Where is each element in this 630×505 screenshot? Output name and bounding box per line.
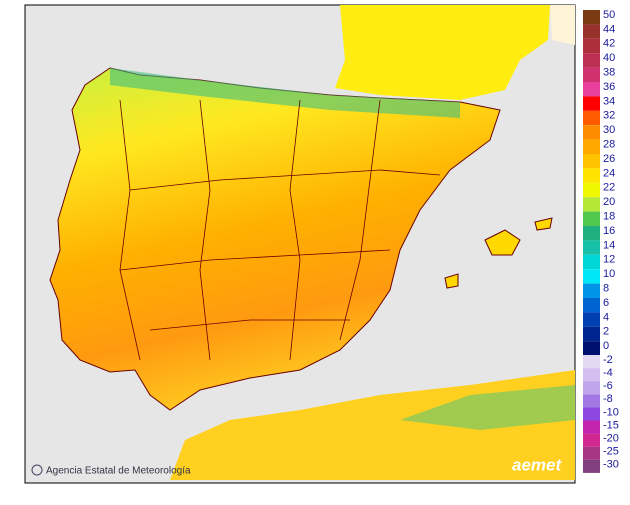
legend-label: -2 [603, 354, 613, 366]
legend-swatch [583, 10, 600, 25]
legend-swatch [583, 381, 600, 395]
legend-swatch [583, 226, 600, 241]
legend-swatch [583, 326, 600, 342]
logo: aemet [512, 455, 562, 474]
legend-label: 44 [603, 23, 615, 35]
legend-label: 28 [603, 139, 615, 151]
legend-label: 10 [603, 268, 615, 280]
atlas [400, 385, 575, 430]
north-coast [110, 68, 460, 118]
legend-swatch [583, 254, 600, 270]
legend-label: 2 [603, 326, 609, 338]
legend-swatch [583, 139, 600, 154]
legend-label: -30 [603, 459, 619, 471]
legend-swatch [583, 433, 600, 447]
legend-swatch [583, 355, 600, 369]
legend-label: 12 [603, 254, 615, 266]
borders [119, 99, 441, 361]
legend-label: -8 [603, 393, 613, 405]
legend-swatch [583, 407, 600, 421]
legend-swatch [583, 298, 600, 313]
ibiza [444, 273, 459, 289]
map: Agencia Estatal de Meteorología aemet [24, 4, 576, 484]
menorca [534, 217, 553, 231]
legend-swatch [583, 125, 600, 140]
legend-label: 6 [603, 297, 609, 309]
italy [550, 5, 575, 45]
legend-swatch [583, 38, 600, 54]
legend-swatch [583, 283, 600, 298]
france [335, 5, 550, 100]
legend-label: -20 [603, 433, 619, 445]
legend-swatch [583, 240, 600, 255]
legend-label: 50 [603, 9, 615, 21]
legend-label: 4 [603, 311, 609, 323]
legend-swatch [583, 269, 600, 284]
credit-icon [31, 464, 43, 476]
legend-swatch [583, 67, 600, 82]
legend-swatch [583, 446, 600, 460]
legend-swatch [583, 368, 600, 382]
legend-swatch [583, 168, 600, 183]
credit-text: Agencia Estatal de Meteorología [46, 466, 191, 477]
legend-swatch [583, 53, 600, 68]
legend-swatch [583, 197, 600, 212]
legend-swatch [583, 420, 600, 434]
legend-label: -6 [603, 380, 613, 392]
legend-swatch [583, 459, 600, 473]
legend-label: 8 [603, 283, 609, 295]
legend-swatch [583, 182, 600, 198]
legend-label: 34 [603, 95, 615, 107]
legend-label: 42 [603, 38, 615, 50]
legend-label: 22 [603, 182, 615, 194]
legend-swatch [583, 154, 600, 169]
legend-label: 20 [603, 196, 615, 208]
legend-swatch [583, 82, 600, 97]
legend-label: -4 [603, 367, 613, 379]
legend-label: 32 [603, 110, 615, 122]
legend-swatch [583, 312, 600, 327]
legend-label: 14 [603, 239, 615, 251]
legend-label: 18 [603, 211, 615, 223]
legend-label: 16 [603, 225, 615, 237]
legend-label: 36 [603, 81, 615, 93]
legend-label: 30 [603, 124, 615, 136]
legend: 5044424038363432302826242220181614121086… [583, 9, 619, 473]
legend-swatch [583, 96, 600, 111]
mallorca [484, 229, 521, 256]
legend-label: 0 [603, 340, 609, 352]
legend-label: -15 [603, 419, 619, 431]
legend-swatch [583, 110, 600, 126]
legend-label: 38 [603, 67, 615, 79]
legend-swatch [583, 211, 600, 226]
legend-swatch [583, 394, 600, 408]
legend-label: 40 [603, 52, 615, 64]
legend-swatch [583, 24, 600, 39]
legend-swatch [583, 341, 600, 356]
legend-label: -25 [603, 446, 619, 458]
legend-label: -10 [603, 406, 619, 418]
legend-label: 24 [603, 167, 615, 179]
legend-label: 26 [603, 153, 615, 165]
